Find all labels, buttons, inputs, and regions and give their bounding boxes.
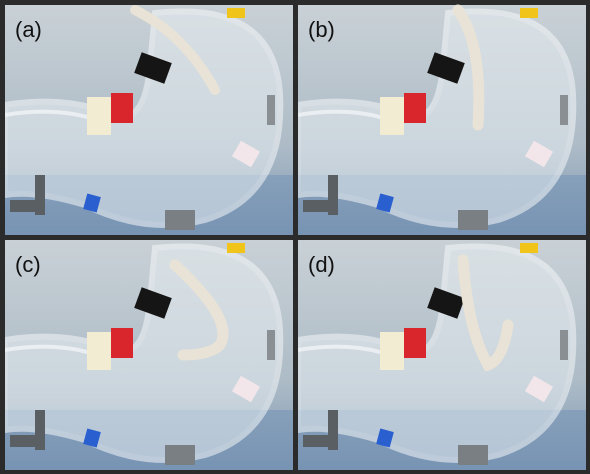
panel: (c) xyxy=(5,240,293,470)
panel: (d) xyxy=(298,240,586,470)
panel-label: (a) xyxy=(15,17,42,42)
panel: (b) xyxy=(298,5,586,235)
panel-label: (d) xyxy=(308,252,335,277)
panel-label: (c) xyxy=(15,252,41,277)
panel-label: (b) xyxy=(308,17,335,42)
panel: (a) xyxy=(5,5,293,235)
figure: (a) (b) (c) (d) xyxy=(0,0,590,474)
